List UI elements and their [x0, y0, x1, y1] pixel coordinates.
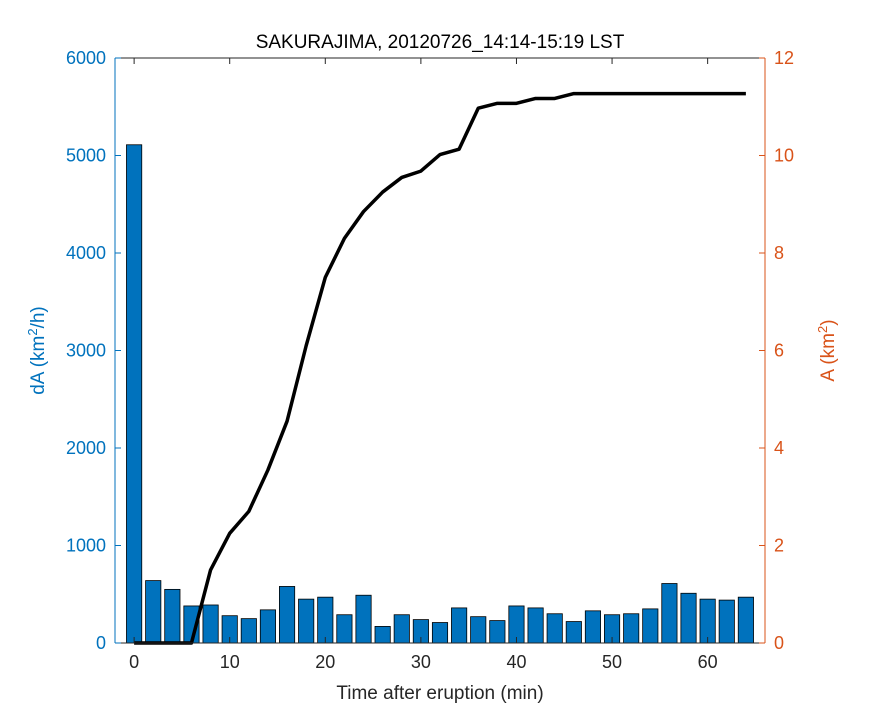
bar: [699, 598, 716, 644]
x-axis-label: Time after eruption (min): [336, 683, 543, 704]
x-tick-label: 30: [411, 652, 431, 672]
left-axis-label-tail: /h): [28, 306, 49, 328]
cumulative-area-line: [134, 91, 746, 645]
bar: [546, 613, 563, 644]
bar: [259, 609, 276, 644]
bar: [431, 622, 449, 644]
bar: [470, 616, 487, 644]
chart-title: SAKURAJIMA, 20120726_14:14-15:19 LST: [256, 32, 625, 53]
right-axis-label-tail: ): [818, 319, 839, 325]
bar: [393, 614, 410, 644]
right-axis-label-superscript: 2: [815, 326, 830, 333]
right-tick-label: 12: [774, 48, 794, 68]
bar: [279, 586, 296, 644]
right-tick-label: 10: [774, 146, 794, 166]
bar: [623, 613, 640, 644]
left-tick-label: 1000: [66, 536, 106, 556]
bar: [355, 594, 372, 644]
left-tick-label: 2000: [66, 438, 106, 458]
left-tick-label: 4000: [66, 243, 106, 263]
bar: [718, 599, 735, 644]
x-tick-label: 60: [698, 652, 718, 672]
x-tick-label: 10: [220, 652, 240, 672]
x-axis-ticks: 0 10 20 30 40 50 60: [129, 58, 718, 672]
right-axis-label-main: A (km: [818, 333, 839, 382]
bar-series: [126, 144, 754, 644]
left-tick-label: 0: [96, 633, 106, 653]
bar: [126, 144, 143, 644]
bar: [451, 607, 468, 644]
bar: [661, 583, 678, 644]
x-tick-label: 40: [506, 652, 526, 672]
bar: [642, 608, 659, 644]
right-tick-label: 2: [774, 536, 784, 556]
line-series: [134, 91, 746, 645]
left-tick-label: 3000: [66, 341, 106, 361]
left-axis-ticks: 0 1000 2000 3000 4000 5000 6000: [66, 48, 121, 653]
right-tick-label: 6: [774, 341, 784, 361]
bar: [336, 614, 353, 644]
bar: [737, 596, 754, 644]
right-tick-label: 4: [774, 438, 784, 458]
bar: [298, 598, 315, 644]
bar: [317, 596, 334, 644]
bar: [374, 626, 391, 644]
left-axis-label: dA (km2/h): [25, 306, 50, 395]
x-tick-label: 50: [602, 652, 622, 672]
left-tick-label: 6000: [66, 48, 106, 68]
bar: [164, 588, 181, 644]
right-tick-label: 0: [774, 633, 784, 653]
right-tick-label: 8: [774, 243, 784, 263]
left-axis-label-superscript: 2: [25, 328, 40, 335]
bar: [489, 620, 506, 644]
right-axis-label: A (km2): [815, 319, 840, 381]
bar: [240, 618, 257, 644]
x-tick-label: 0: [129, 652, 139, 672]
plot-area: [115, 58, 765, 643]
bar: [527, 607, 544, 644]
bar: [584, 610, 601, 644]
x-tick-label: 20: [315, 652, 335, 672]
bar: [202, 604, 219, 644]
right-axis-ticks: 0 2 4 6 8 10 12: [759, 48, 794, 653]
bar: [145, 580, 162, 644]
left-tick-label: 5000: [66, 146, 106, 166]
bar: [680, 592, 697, 644]
bar: [565, 621, 582, 644]
left-axis-label-main: dA (km: [28, 336, 49, 395]
